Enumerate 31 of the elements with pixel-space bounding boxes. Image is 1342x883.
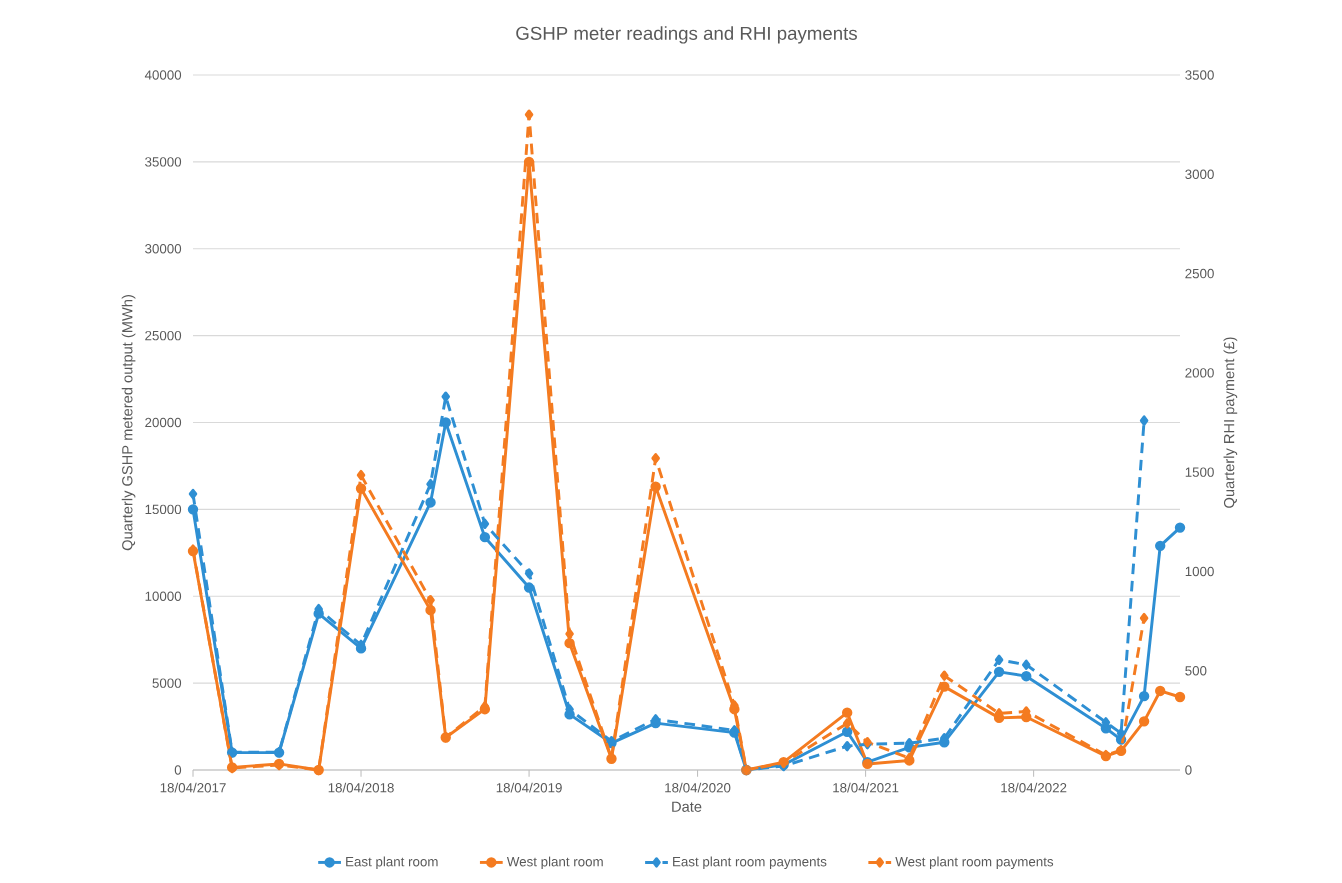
y-axis-title: Quarterly GSHP metered output (MWh) [121, 295, 136, 551]
y2-tick-label: 2000 [1185, 368, 1214, 378]
x-tick-label: 18/04/2022 [1001, 782, 1067, 793]
x-axis-title: Date [672, 801, 702, 812]
y-tick-label: 0 [174, 765, 182, 775]
y2-tick-label: 3500 [1185, 70, 1214, 80]
y-tick-label: 10000 [145, 591, 182, 601]
y-tick-label: 20000 [145, 417, 182, 428]
y2-tick-label: 1000 [1185, 566, 1214, 577]
y-tick-label: 5000 [152, 678, 182, 688]
y-tick-label: 35000 [145, 157, 182, 167]
legend-label: West plant room [506, 856, 603, 870]
x-tick-label: 18/04/2020 [665, 782, 731, 793]
y-tick-label: 30000 [145, 244, 182, 254]
y2-axis-title: Quarterly RHI payment (£) [1223, 337, 1238, 508]
legend-label: East plant room payments [673, 856, 827, 870]
x-tick-label: 18/04/2018 [328, 782, 394, 793]
x-tick-label: 18/04/2021 [833, 782, 899, 793]
y2-tick-label: 1500 [1185, 467, 1214, 477]
y2-tick-label: 2500 [1185, 268, 1214, 279]
x-tick-label: 18/04/2019 [496, 782, 562, 793]
x-tick-label: 18/04/2017 [160, 782, 226, 793]
y-tick-label: 40000 [144, 70, 182, 80]
y2-tick-label: 3000 [1185, 169, 1214, 179]
legend-label: West plant room payments [895, 856, 1054, 870]
y2-tick-label: 0 [1185, 765, 1192, 775]
y-tick-label: 25000 [145, 330, 182, 341]
chart-title: GSHP meter readings and RHI payments [516, 26, 857, 44]
legend-label: East plant room [346, 856, 438, 870]
y2-tick-label: 500 [1185, 666, 1207, 676]
y-tick-label: 15000 [145, 504, 182, 515]
